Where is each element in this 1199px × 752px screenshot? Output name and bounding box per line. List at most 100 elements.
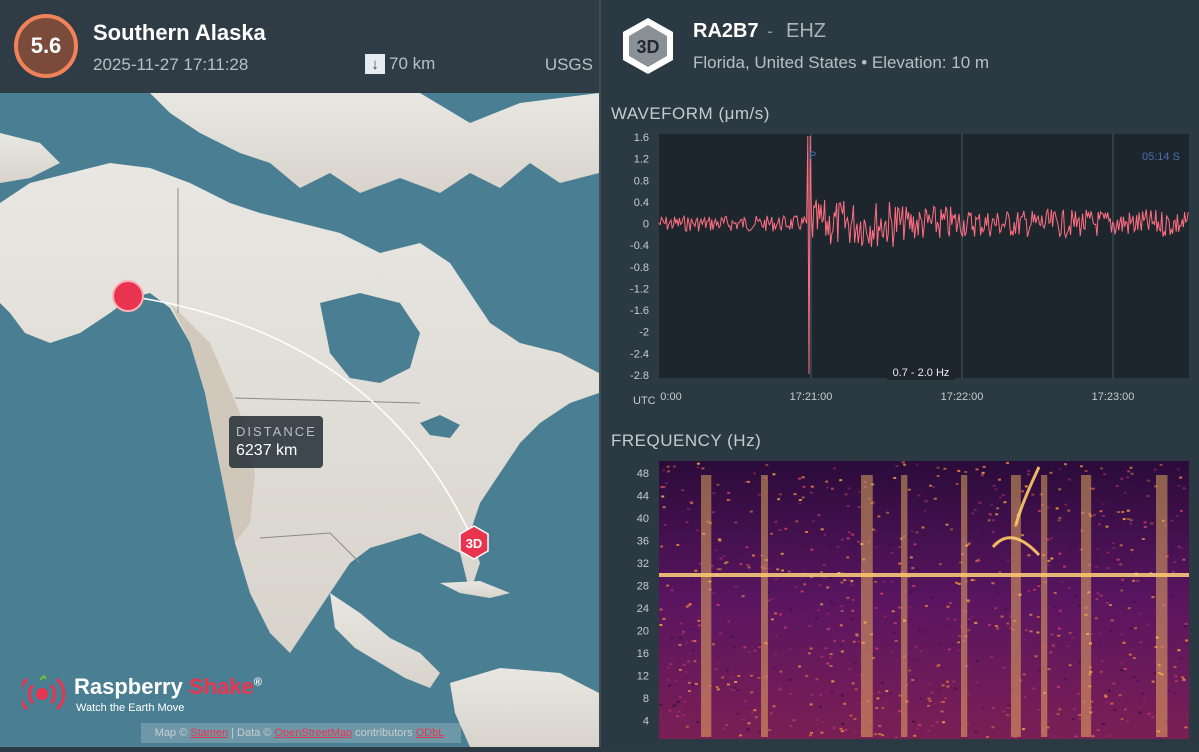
waveform-y-tick: -0.4: [630, 240, 649, 252]
waveform-plot-area: [659, 134, 1189, 378]
logo-registered: ®: [253, 676, 262, 689]
station-badge[interactable]: 3D: [621, 16, 675, 76]
waveform-y-tick: -2: [639, 327, 649, 339]
waveform-y-tick: 1.6: [634, 132, 649, 144]
waveform-canvas: 1.61.20.80.40-0.4-0.8-1.2-1.6-2-2.4-2.8 …: [630, 132, 1189, 407]
waveform-y-tick: 0.8: [634, 175, 649, 187]
spectrogram-chart[interactable]: 48 44 40 36 32 28 24 20 16 12 8 4: [601, 455, 1199, 747]
spectrogram-y-tick: 28: [637, 581, 649, 593]
event-header: 5.6 Southern Alaska 2025-11-27 17:11:28 …: [0, 0, 599, 93]
utc-label: UTC: [633, 395, 656, 407]
spectrogram-y-axis: 48 44 40 36 32 28 24 20 16 12 8 4: [637, 468, 649, 728]
border-us-mexico: [259, 532, 361, 564]
waveform-x-tick: 0:00: [660, 391, 681, 403]
s-arrival-marker: 05:14 S: [1142, 151, 1180, 163]
waveform-y-tick: -2.4: [630, 348, 649, 360]
panel-divider: [599, 0, 601, 747]
spectrogram-plot-area: [659, 461, 1189, 739]
distance-value: 6237 km: [236, 442, 298, 459]
attrib-extra-link[interactable]: ODbL: [415, 727, 445, 739]
caribbean-islands: [440, 581, 510, 598]
logo-text: Raspberry Shake®: [74, 674, 262, 700]
spectrogram-noise: [659, 461, 1190, 739]
attrib-prefix: Map ©: [154, 727, 188, 739]
distance-box: DISTANCE 6237 km: [229, 416, 323, 468]
waveform-chart[interactable]: 1.6 1.2 0.8 0.4 0 -0.4 -0.8 -1.2 -1.6 -2 -2.4 -2.8 …: [601, 130, 1199, 410]
station-panel: 3D RA2B7 - EHZ Florida, United States • …: [601, 0, 1199, 747]
gulf-of-mexico: [360, 533, 470, 613]
spectrogram-y-tick: 24: [637, 603, 649, 615]
event-panel: 5.6 Southern Alaska 2025-11-27 17:11:28 …: [0, 0, 599, 747]
attrib-suffix: contributors: [355, 727, 413, 739]
logo-main: Raspberry: [74, 674, 183, 699]
spectrogram-y-tick: 48: [637, 468, 649, 480]
logo-accent: Shake: [188, 674, 254, 699]
waveform-y-tick: -2.8: [630, 370, 649, 382]
central-america: [330, 593, 440, 688]
station-code: RA2B7: [693, 20, 759, 42]
p-arrival-marker: P: [809, 150, 816, 162]
north-america: [0, 163, 599, 653]
waveform-x-tick: 17:22:00: [941, 391, 984, 403]
event-region: Southern Alaska: [93, 20, 266, 45]
waveform-y-axis: 1.6 1.2 0.8 0.4 0 -0.4 -0.8 -1.2 -1.6 -2 -2.4 -2.8: [630, 132, 649, 382]
event-depth: ↓ 70 km: [365, 54, 435, 74]
waveform-y-tick: 1.2: [634, 154, 649, 166]
great-lakes: [420, 415, 460, 438]
arrow-down-icon: ↓: [365, 54, 385, 74]
station-separator: -: [767, 21, 773, 41]
spectrogram-y-tick: 40: [637, 513, 649, 525]
border-us-canada: [234, 397, 421, 404]
magnitude-badge[interactable]: 5.6: [14, 14, 78, 78]
epicenter-marker[interactable]: [112, 280, 144, 312]
spectrogram-y-tick: 44: [637, 491, 649, 503]
spectrogram-y-tick: 16: [637, 648, 649, 660]
arctic-islands: [150, 93, 599, 193]
attrib-data-link[interactable]: OpenStreetMap: [274, 727, 353, 739]
event-source[interactable]: USGS: [544, 55, 593, 74]
station-marker[interactable]: 3D: [459, 525, 489, 560]
filter-label: 0.7 - 2.0 Hz: [893, 367, 950, 379]
hudson-bay: [320, 293, 420, 383]
spectrogram-y-tick: 4: [643, 716, 649, 728]
waveform-y-tick: -0.8: [630, 262, 649, 274]
station-location: Florida, United States • Elevation: 10 m: [693, 53, 990, 72]
event-datetime: 2025-11-27 17:11:28: [93, 55, 249, 74]
rocky-mountains: [170, 303, 255, 543]
map-view[interactable]: 3D DISTANCE 6237 km Raspberry Shake® Wat…: [0, 93, 599, 747]
spectrogram-y-tick: 20: [637, 626, 649, 638]
russia-edge: [0, 133, 60, 183]
spectrogram-band-29hz: [659, 573, 1189, 577]
raspberry-shake-logo[interactable]: Raspberry Shake® Watch the Earth Move: [22, 670, 282, 720]
attrib-map-link[interactable]: Stamen: [190, 727, 229, 739]
waveform-y-tick: -1.6: [630, 305, 649, 317]
waveform-x-axis: 0:00 17:21:00 17:22:00 17:23:00: [660, 391, 1134, 403]
waveform-trace: [658, 135, 1189, 375]
waveform-y-tick: 0.4: [634, 197, 649, 209]
station-channel: EHZ: [786, 20, 826, 42]
map-canvas: 3D: [0, 93, 599, 747]
south-america: [450, 668, 599, 747]
spectrogram-y-tick: 8: [643, 693, 649, 705]
waveform-label: WAVEFORM (μm/s): [611, 104, 770, 123]
distance-arc: [127, 295, 475, 544]
spectrogram-y-tick: 32: [637, 558, 649, 570]
frequency-label: FREQUENCY (Hz): [611, 431, 762, 450]
waveform-y-tick: 0: [643, 219, 649, 231]
spectrogram-y-tick: 36: [637, 536, 649, 548]
shake-logo-icon: [22, 674, 66, 711]
spectrogram-arc-upper: [1014, 466, 1041, 526]
waveform-x-tick: 17:23:00: [1092, 391, 1135, 403]
attrib-data-prefix: | Data ©: [231, 727, 272, 739]
station-badge-label: 3D: [636, 37, 659, 57]
depth-value: 70 km: [389, 54, 436, 73]
spectrogram-arc-lower: [991, 536, 1041, 557]
spectrogram-y-tick: 12: [637, 671, 649, 683]
station-hexagon-icon: [459, 525, 489, 560]
waveform-y-tick: -1.2: [630, 283, 649, 295]
logo-tagline: Watch the Earth Move: [76, 702, 185, 714]
waveform-x-tick: 17:21:00: [790, 391, 833, 403]
distance-label: DISTANCE: [236, 424, 317, 439]
spectrogram-streaks: [701, 475, 1168, 737]
station-marker-label: 3D: [466, 536, 483, 551]
